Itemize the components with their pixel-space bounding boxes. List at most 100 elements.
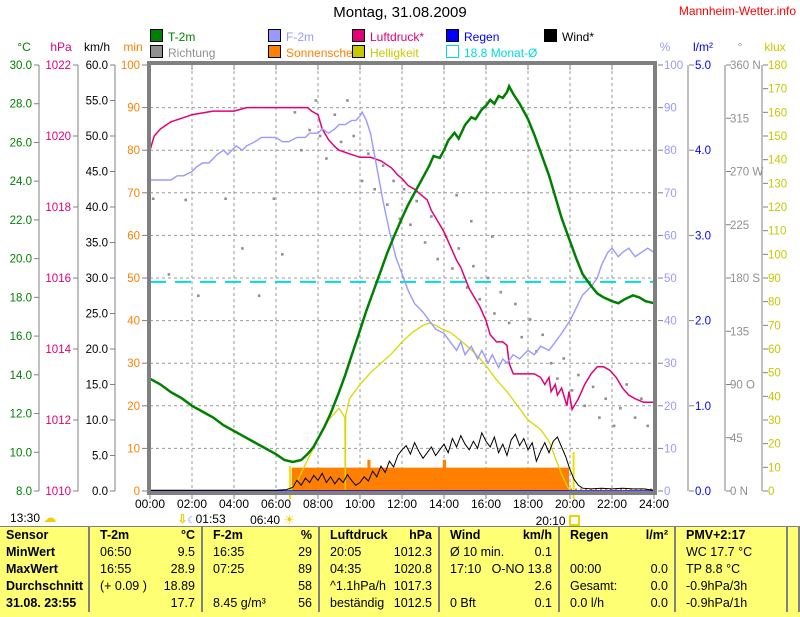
direction-dot <box>257 294 261 298</box>
axis-tick-label-temp: 16.0 <box>10 331 32 343</box>
table-cell-wind: 2.6 <box>440 578 560 595</box>
axis-tick-label-wind: 50.0 <box>86 131 108 143</box>
cell-value-right: km/h <box>522 528 552 542</box>
axis-tick-label-light: 180 <box>768 60 787 72</box>
direction-dot <box>318 134 322 138</box>
axis-tick-label-light: 100 <box>768 249 787 261</box>
cell-value-right: % <box>300 528 312 542</box>
cell-text-left: ^1.1hPa/h <box>330 579 386 593</box>
legend-swatch <box>150 45 163 58</box>
row-label: 31.08. 23:55 <box>0 595 90 612</box>
direction-dot <box>299 148 303 152</box>
axis-header-lm: l/m² <box>693 40 713 54</box>
cell-text-left <box>203 578 213 595</box>
legend-label: Richtung <box>168 46 216 60</box>
sun-icon: ☀ <box>283 512 296 527</box>
cell-value-right <box>780 527 786 544</box>
table-header-row: Sensor T-2m °C F-2m% Luftdruck hPa Wind km/h Reg… <box>0 527 800 544</box>
axis-tick-label-light: 20 <box>768 439 781 451</box>
table-cell-f-2m: 07:25 89 <box>203 561 320 578</box>
table-cell-wind: 17:10 O-NO 13.8 <box>440 561 560 578</box>
direction-dot <box>570 389 574 392</box>
axis-tick-label-rain: 4.0 <box>695 145 711 157</box>
axis-tick-label-wind: 15.0 <box>86 380 108 392</box>
direction-dot <box>486 276 490 280</box>
cell-text-left: Ø 10 min. <box>450 545 505 559</box>
table-cell-f-2m: F-2m% <box>203 527 320 544</box>
axis-tick-label-temp: 14.0 <box>10 370 32 382</box>
direction-dot <box>333 113 337 116</box>
axis-tick-label-rain: 1.0 <box>695 401 711 413</box>
direction-dot <box>457 247 460 250</box>
direction-dot <box>583 404 586 408</box>
axis-tick-label-humidity: 20 <box>664 401 677 413</box>
direction-dot <box>451 267 454 270</box>
axis-tick-label-light: 0 <box>768 486 774 498</box>
axis-tick-label-temp: 8.0 <box>16 486 32 498</box>
direction-dot <box>455 193 458 197</box>
x-axis-label: 18:00 <box>513 497 543 511</box>
direction-dot <box>360 179 364 183</box>
sunrise-time: 06:40 <box>250 513 281 527</box>
sunset-marker: 20:10 <box>536 514 580 528</box>
cell-value-right: 1012.3 <box>393 545 432 559</box>
axis-tick-label-light: 50 <box>768 368 781 380</box>
direction-dot <box>562 357 565 360</box>
direction-dot <box>640 397 643 400</box>
cell-value-right: 89 <box>298 562 312 576</box>
moon-icon: ☾ <box>187 515 196 525</box>
axis-tick-label-wind: 35.0 <box>86 238 108 250</box>
direction-dot <box>604 397 607 400</box>
direction-dot <box>465 286 469 289</box>
table-cell-regen: 0.0 l/h 0.0 <box>560 595 676 612</box>
direction-dot <box>633 416 637 419</box>
table-cell-pmv-2-17: -0.9hPa/3h <box>676 578 788 595</box>
moonrise-marker: 13:30 ☁ <box>10 510 56 526</box>
cell-text-left: -0.9hPa/1h <box>686 596 748 610</box>
legend-label: Luftdruck* <box>370 30 425 44</box>
table-cell-luftdruck: Luftdruck hPa <box>320 527 440 544</box>
cell-text-left <box>560 544 570 561</box>
direction-dot <box>293 111 297 114</box>
direction-dot <box>272 197 276 201</box>
table-filler <box>788 527 800 544</box>
cell-text-left: 16:55 <box>100 562 132 576</box>
legend-swatch <box>544 29 557 42</box>
direction-dot <box>472 264 475 268</box>
axis-tick-label-pressure: 1018 <box>45 202 71 214</box>
table-cell-pmv-2-17: -0.9hPa/1h <box>676 595 788 612</box>
axis-tick-label-direction: 315 <box>730 113 749 125</box>
axis-tick-label-sun: 60 <box>127 230 140 242</box>
moon-cloud-icon: ☁ <box>43 510 57 525</box>
table-cell-luftdruck: ^1.1hPa/h 1017.3 <box>320 578 440 595</box>
cell-value-right: 0.0 <box>650 579 668 593</box>
x-axis-label: 16:00 <box>471 497 501 511</box>
direction-dot <box>625 383 628 386</box>
direction-dot <box>373 187 376 191</box>
legend-label: T-2m <box>168 30 196 44</box>
site-link[interactable]: Mannheim-Wetter.info <box>678 4 796 18</box>
table-filler <box>788 578 800 595</box>
cell-value-right: 29 <box>298 545 312 559</box>
sunrise-marker: 06:40 ☀ <box>250 512 295 528</box>
direction-dot <box>478 298 481 301</box>
direction-dot <box>415 199 418 203</box>
axis-tick-label-temp: 18.0 <box>10 292 32 304</box>
table-cell-regen: Gesamt: 0.0 <box>560 578 676 595</box>
legend-swatch <box>352 29 365 42</box>
table-cell-luftdruck: 20:05 1012.3 <box>320 544 440 561</box>
weather-dashboard: { "header": { "title": "Montag, 31.08.20… <box>0 4 800 617</box>
table-filler <box>788 595 800 612</box>
cell-text-left <box>440 578 450 595</box>
axis-tick-label-humidity: 50 <box>664 273 677 285</box>
axis-header-c: °C <box>17 40 31 54</box>
direction-dot <box>402 187 406 191</box>
axis-tick-label-direction: 45 <box>730 433 743 445</box>
direction-dot <box>423 241 427 244</box>
x-axis-label: 10:00 <box>345 497 375 511</box>
direction-dot <box>346 99 349 102</box>
cell-text-left: Regen <box>570 528 609 542</box>
direction-dot <box>339 140 343 144</box>
table-cell-regen <box>560 544 676 561</box>
axis-tick-label-temp: 12.0 <box>10 409 32 421</box>
